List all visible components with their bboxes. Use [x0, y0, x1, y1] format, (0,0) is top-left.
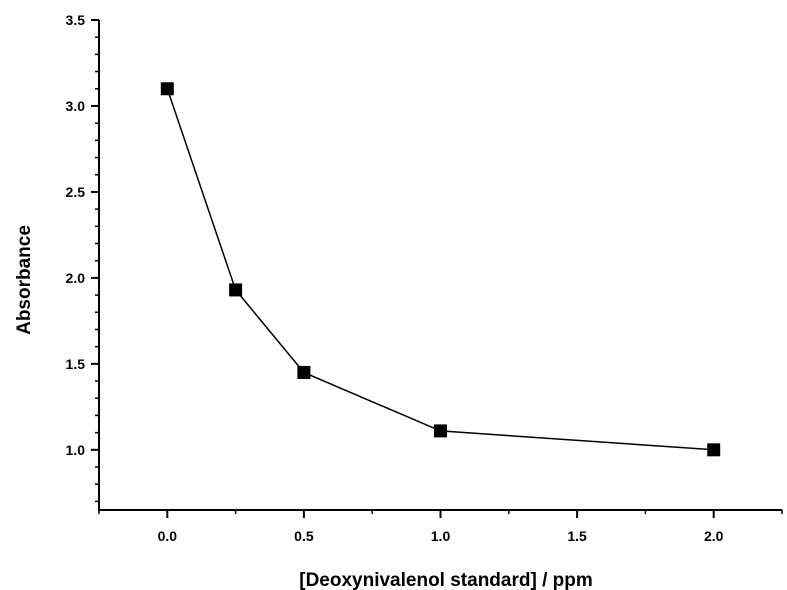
y-tick-label: 1.0 [66, 442, 86, 458]
y-axis-title: Absorbance [14, 225, 35, 335]
x-tick-label: 1.0 [431, 528, 451, 544]
data-point [434, 424, 447, 438]
data-point [297, 365, 311, 379]
y-tick-label: 3.5 [66, 12, 86, 28]
data-point [160, 82, 174, 96]
x-axis-title: [Deoxynivalenol standard] / ppm [299, 570, 593, 590]
x-tick-label: 0.0 [158, 528, 178, 544]
data-point [707, 443, 721, 457]
y-tick-label: 2.5 [66, 184, 86, 200]
y-tick-label: 3.0 [66, 98, 86, 114]
ticks: 1.0 1.5 2.0 2.5 3.0 3.5 0.0 0.5 1.0 1.5 2.0 [66, 12, 783, 544]
data-point [229, 283, 243, 297]
x-tick-label: 0.5 [294, 528, 314, 544]
x-tick-label: 1.5 [567, 528, 587, 544]
y-tick-label: 2.0 [66, 270, 86, 286]
y-tick-label: 1.5 [66, 356, 86, 372]
data-series [160, 82, 721, 457]
x-tick-label: 2.0 [704, 528, 724, 544]
